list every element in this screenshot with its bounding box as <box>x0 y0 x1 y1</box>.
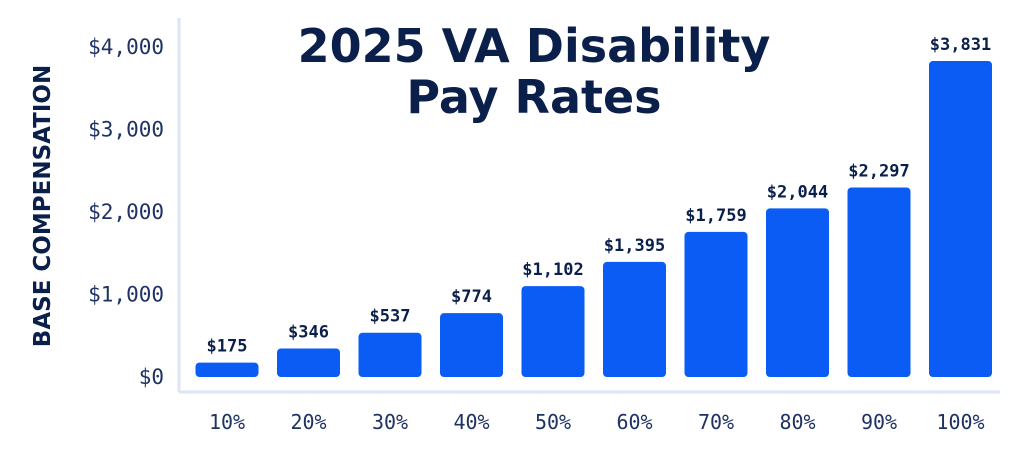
bar-50pct <box>521 286 585 377</box>
bars <box>195 60 992 377</box>
bar-80pct <box>766 208 829 377</box>
value-labels: $175 $346 $537 $774 $1,102 $1,395 $1,759 $2,044… <box>207 35 992 357</box>
x-tick-label: 30% <box>372 410 408 434</box>
bar-20pct <box>277 348 340 377</box>
bar-40pct <box>440 313 503 377</box>
bar-100pct <box>929 60 992 377</box>
x-tick-label: 20% <box>290 410 326 434</box>
x-tick-label: 100% <box>936 410 984 434</box>
y-tick-label: $2,000 <box>88 200 164 224</box>
bar-90pct <box>847 187 911 377</box>
x-tick-label: 40% <box>453 410 489 434</box>
value-label: $1,759 <box>685 206 746 226</box>
x-tick-label: 80% <box>779 410 815 434</box>
x-tick-label: 10% <box>209 410 245 434</box>
y-tick-label: $4,000 <box>88 35 164 59</box>
value-label: $537 <box>370 307 411 327</box>
bar-60pct <box>603 261 666 377</box>
value-label: $1,395 <box>604 236 665 256</box>
value-label: $2,297 <box>848 161 909 181</box>
y-tick-label: $0 <box>139 365 164 389</box>
value-label: $175 <box>207 337 248 357</box>
axes-layer <box>177 18 1000 394</box>
x-tick-label: 70% <box>698 410 734 434</box>
bar-10pct <box>195 362 259 377</box>
x-tick-label: 90% <box>861 410 897 434</box>
value-label: $3,831 <box>930 35 991 55</box>
chart-title-line-1: 2025 VA Disability <box>298 19 771 73</box>
y-tick-label: $1,000 <box>88 283 164 307</box>
value-label: $1,102 <box>522 260 583 280</box>
y-axis-label: BASE COMPENSATION <box>30 65 56 347</box>
x-tick-labels: 10% 20% 30% 40% 50% 60% 70% 80% 90% 100% <box>209 410 985 434</box>
value-label: $346 <box>288 322 329 342</box>
y-tick-label: $3,000 <box>88 118 164 142</box>
x-tick-label: 50% <box>535 410 571 434</box>
y-tick-labels: $0 $1,000 $2,000 $3,000 $4,000 <box>88 35 164 389</box>
bar-30pct <box>358 332 422 377</box>
bar-70pct <box>684 231 748 377</box>
value-label: $774 <box>451 287 492 307</box>
x-tick-label: 60% <box>616 410 652 434</box>
chart-title-line-2: Pay Rates <box>406 70 661 124</box>
value-label: $2,044 <box>767 182 828 202</box>
